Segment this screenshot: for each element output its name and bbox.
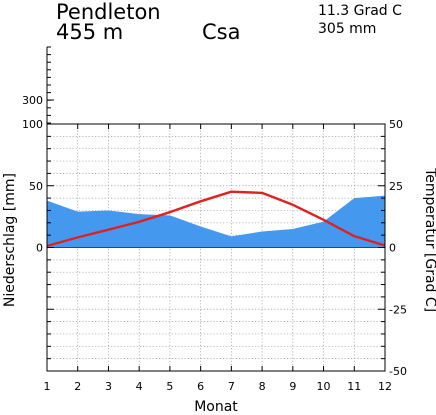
y-axis-left-label: Niederschlag [mm] xyxy=(2,173,18,307)
temperature-series xyxy=(46,190,386,248)
left-tick-label: 0 xyxy=(36,242,43,255)
left-tick-label: 100 xyxy=(22,118,43,131)
annual-mean-temperature: 11.3 Grad C xyxy=(318,3,402,19)
x-tick-label: 2 xyxy=(74,380,81,393)
temperature-line xyxy=(46,190,386,248)
x-tick-label: 8 xyxy=(259,380,266,393)
x-axis-label: Monat xyxy=(194,399,238,415)
right-tick-label: 25 xyxy=(389,180,403,193)
x-tick-label: 11 xyxy=(347,380,361,393)
station-elevation: 455 m xyxy=(56,20,124,44)
annual-precipitation: 305 mm xyxy=(318,21,377,37)
right-tick-label: 0 xyxy=(389,242,396,255)
precipitation-area xyxy=(47,195,385,248)
x-tick-label: 3 xyxy=(105,380,112,393)
left-tick-label: 50 xyxy=(29,180,43,193)
x-tick-label: 4 xyxy=(136,380,143,393)
upper-tick-label: 300 xyxy=(22,94,43,107)
x-tick-label: 9 xyxy=(289,380,296,393)
right-tick-label: 50 xyxy=(389,118,403,131)
x-tick-label: 6 xyxy=(197,380,204,393)
x-tick-label: 5 xyxy=(166,380,173,393)
y-axis-right-label: Temperatur [Grad C] xyxy=(422,167,436,312)
right-tick-label: -50 xyxy=(389,365,407,378)
station-name: Pendleton xyxy=(56,0,161,24)
right-tick-label: -25 xyxy=(389,303,407,316)
x-tick-label: 12 xyxy=(378,380,392,393)
x-tick-label: 10 xyxy=(317,380,331,393)
x-tick-label: 1 xyxy=(44,380,51,393)
climate-class: Csa xyxy=(202,20,241,44)
x-tick-label: 7 xyxy=(228,380,235,393)
precipitation-series xyxy=(47,195,385,248)
precipitation-upper-axis: 300 xyxy=(22,46,54,124)
